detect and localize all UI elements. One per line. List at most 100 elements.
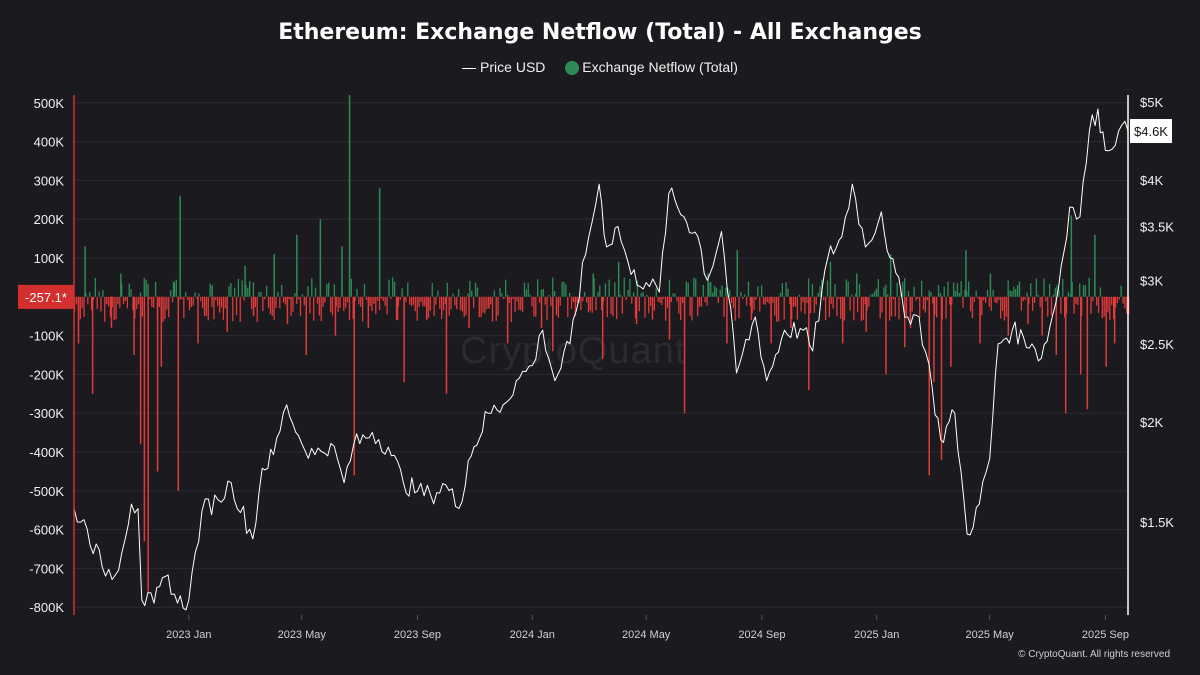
netflow-bar [358,296,360,305]
netflow-bar [420,296,422,303]
netflow-bar [802,296,804,303]
netflow-bar [533,296,535,317]
netflow-bar [1055,296,1058,355]
netflow-bar [474,282,477,297]
netflow-bar [501,293,503,297]
netflow-bar [544,296,546,305]
netflow-bar [781,283,783,297]
netflow-bar [1069,294,1071,297]
netflow-bar [92,296,95,300]
netflow-bar [642,292,644,297]
netflow-bar [1114,296,1117,308]
netflow-bar [188,296,191,311]
netflow-bar [233,287,236,297]
netflow-bar [919,296,921,318]
netflow-bar [523,282,526,297]
netflow-bar [817,292,819,297]
netflow-bar [824,296,827,321]
netflow-bar [220,296,223,308]
netflow-bar [661,296,663,306]
netflow-bar [702,284,704,297]
netflow-bar [951,296,953,305]
netflow-bar [856,296,859,313]
netflow-bar [1086,296,1089,410]
netflow-bar [119,296,121,309]
netflow-bar [147,296,149,592]
x-tick-label: 2025 May [966,629,1015,641]
netflow-bar [177,296,180,491]
netflow-bar [952,282,955,297]
netflow-bar [476,287,479,297]
netflow-bar [156,296,159,472]
netflow-bar [1011,290,1013,297]
netflow-bar [454,296,456,306]
netflow-bar [875,288,878,297]
netflow-bar [442,296,445,311]
legend-item-netflow[interactable]: Exchange Netflow (Total) [565,59,738,76]
netflow-bar [128,283,130,297]
netflow-bar [215,296,217,301]
netflow-bar [632,292,635,297]
netflow-bar [337,296,339,312]
netflow-bar [489,296,492,305]
netflow-bar [823,296,825,301]
netflow-bar [96,296,98,310]
netflow-bar [1116,296,1119,304]
netflow-bar [649,296,652,306]
netflow-bar [245,285,247,297]
netflow-bar [651,296,654,320]
netflow-bar [538,296,541,303]
netflow-bar [81,296,83,309]
netflow-bar [1005,296,1007,317]
netflow-bar [745,296,748,306]
netflow-bar [110,296,113,328]
netflow-bar [186,296,189,300]
netflow-bar [623,277,625,297]
netflow-bar [105,296,108,305]
netflow-bar [1097,296,1100,313]
netflow-bar [151,296,153,308]
netflow-bar [1088,277,1090,297]
legend-item-price[interactable]: Price USD [462,59,545,75]
axes: 500K 400K 300K 200K 100K -100K -200K -300K -400K… [18,95,1174,641]
netflow-bar [915,296,917,301]
grid-layer [74,102,1128,608]
netflow-bar [753,296,755,311]
netflow-bar [843,296,846,321]
netflow-bar [409,296,411,305]
netflow-bar [367,296,370,328]
left-tick-label: -100K [29,329,64,344]
netflow-bar [768,296,770,304]
netflow-bar [239,296,241,322]
netflow-bar [446,282,448,297]
netflow-bar [1118,296,1120,300]
netflow-bar [467,293,469,297]
netflow-bar [1064,296,1067,414]
netflow-bar [1032,296,1034,311]
netflow-bar [947,281,949,297]
netflow-bar [292,296,294,312]
netflow-bar [555,296,558,316]
netflow-bar [134,296,136,319]
netflow-bar [403,296,405,383]
netflow-bar [834,284,836,297]
netflow-bar [710,281,712,297]
netflow-bar [390,296,392,299]
netflow-bar [393,281,396,297]
netflow-bar [1109,296,1111,321]
netflow-bar [992,289,994,297]
netflow-bar [185,292,187,297]
netflow-bar [657,296,659,302]
netflow-bar [790,296,792,328]
netflow-bar [879,296,881,319]
netflow-bar [350,278,352,297]
netflow-bar [1007,280,1009,297]
netflow-bar [334,296,337,336]
netflow-bar [965,250,967,297]
netflow-bar [766,296,768,303]
netflow-bar [958,292,960,297]
netflow-bar [335,296,337,307]
netflow-bar [829,261,832,297]
netflow-bar [87,296,89,305]
netflow-bar [602,296,605,302]
